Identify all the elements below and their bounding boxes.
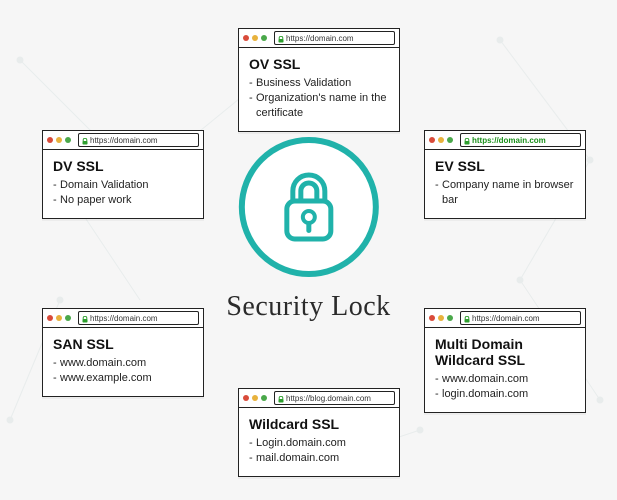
window-dot-red xyxy=(243,35,249,41)
address-bar: https://domain.com xyxy=(78,311,199,325)
center-block: Security Lock xyxy=(226,137,390,323)
window-titlebar: https://blog.domain.com xyxy=(239,389,399,408)
window-dot-green xyxy=(447,315,453,321)
card-list: Domain ValidationNo paper work xyxy=(53,178,193,208)
padlock-icon xyxy=(278,36,283,41)
card-list: www.domain.comlogin.domain.com xyxy=(435,372,575,402)
window-titlebar: https://domain.com xyxy=(425,131,585,150)
window-dot-yellow xyxy=(56,315,62,321)
window-dot-red xyxy=(429,315,435,321)
card-body: DV SSL Domain ValidationNo paper work xyxy=(43,150,203,218)
infographic-stage: Security Lock https://domain.com OV SSL Bu… xyxy=(0,0,617,500)
window-dot-green xyxy=(261,395,267,401)
padlock-icon xyxy=(464,138,469,143)
card-item: www.example.com xyxy=(53,371,193,386)
card-item: No paper work xyxy=(53,193,193,208)
address-url: https://blog.domain.com xyxy=(286,394,371,403)
card-title: EV SSL xyxy=(435,158,575,174)
padlock-icon xyxy=(464,316,469,321)
card-ov: https://domain.com OV SSL Business Validat… xyxy=(238,28,400,132)
card-multi: https://domain.com Multi Domain Wildcard … xyxy=(424,308,586,413)
address-url: https://domain.com xyxy=(90,136,158,145)
window-dot-yellow xyxy=(438,315,444,321)
card-list: www.domain.comwww.example.com xyxy=(53,356,193,386)
window-titlebar: https://domain.com xyxy=(43,309,203,328)
card-body: SAN SSL www.domain.comwww.example.com xyxy=(43,328,203,396)
address-url: https://domain.com xyxy=(286,34,354,43)
padlock-icon xyxy=(82,138,87,143)
card-title: Wildcard SSL xyxy=(249,416,389,432)
padlock-icon xyxy=(278,396,283,401)
card-body: Wildcard SSL Login.domain.commail.domain.… xyxy=(239,408,399,476)
address-bar: https://domain.com xyxy=(78,133,199,147)
window-dot-yellow xyxy=(56,137,62,143)
address-bar: https://blog.domain.com xyxy=(274,391,395,405)
card-item: www.domain.com xyxy=(435,372,575,387)
card-ev: https://domain.com EV SSL Company name in … xyxy=(424,130,586,219)
card-san: https://domain.com SAN SSL www.domain.comw… xyxy=(42,308,204,397)
window-dot-red xyxy=(243,395,249,401)
address-url: https://domain.com xyxy=(90,314,158,323)
window-dot-yellow xyxy=(438,137,444,143)
address-url: https://domain.com xyxy=(472,136,546,145)
address-bar: https://domain.com xyxy=(274,31,395,45)
window-titlebar: https://domain.com xyxy=(425,309,585,328)
card-title: DV SSL xyxy=(53,158,193,174)
card-title: SAN SSL xyxy=(53,336,193,352)
window-dot-red xyxy=(429,137,435,143)
card-body: OV SSL Business ValidationOrganization's … xyxy=(239,48,399,131)
card-list: Login.domain.commail.domain.com xyxy=(249,436,389,466)
window-dot-yellow xyxy=(252,35,258,41)
address-bar: https://domain.com xyxy=(460,311,581,325)
card-item: login.domain.com xyxy=(435,387,575,402)
window-titlebar: https://domain.com xyxy=(43,131,203,150)
card-title: OV SSL xyxy=(249,56,389,72)
card-item: www.domain.com xyxy=(53,356,193,371)
card-list: Company name in browser bar xyxy=(435,178,575,208)
card-body: Multi Domain Wildcard SSL www.domain.coml… xyxy=(425,328,585,412)
window-dot-red xyxy=(47,137,53,143)
window-dot-green xyxy=(65,315,71,321)
lock-icon xyxy=(279,171,339,243)
window-dot-green xyxy=(65,137,71,143)
card-item: Company name in browser bar xyxy=(435,178,575,208)
window-dot-red xyxy=(47,315,53,321)
card-item: Organization's name in the certificate xyxy=(249,91,389,121)
card-list: Business ValidationOrganization's name i… xyxy=(249,76,389,121)
address-bar: https://domain.com xyxy=(460,133,581,147)
card-wildcard: https://blog.domain.com Wildcard SSL Login… xyxy=(238,388,400,477)
card-dv: https://domain.com DV SSL Domain Validatio… xyxy=(42,130,204,219)
window-dot-yellow xyxy=(252,395,258,401)
window-dot-green xyxy=(447,137,453,143)
window-titlebar: https://domain.com xyxy=(239,29,399,48)
card-item: Login.domain.com xyxy=(249,436,389,451)
card-item: Business Validation xyxy=(249,76,389,91)
window-dot-green xyxy=(261,35,267,41)
address-url: https://domain.com xyxy=(472,314,540,323)
card-item: Domain Validation xyxy=(53,178,193,193)
center-title: Security Lock xyxy=(226,291,390,323)
card-body: EV SSL Company name in browser bar xyxy=(425,150,585,218)
padlock-icon xyxy=(82,316,87,321)
lock-ring xyxy=(239,137,379,277)
card-item: mail.domain.com xyxy=(249,451,389,466)
card-title: Multi Domain Wildcard SSL xyxy=(435,336,575,368)
